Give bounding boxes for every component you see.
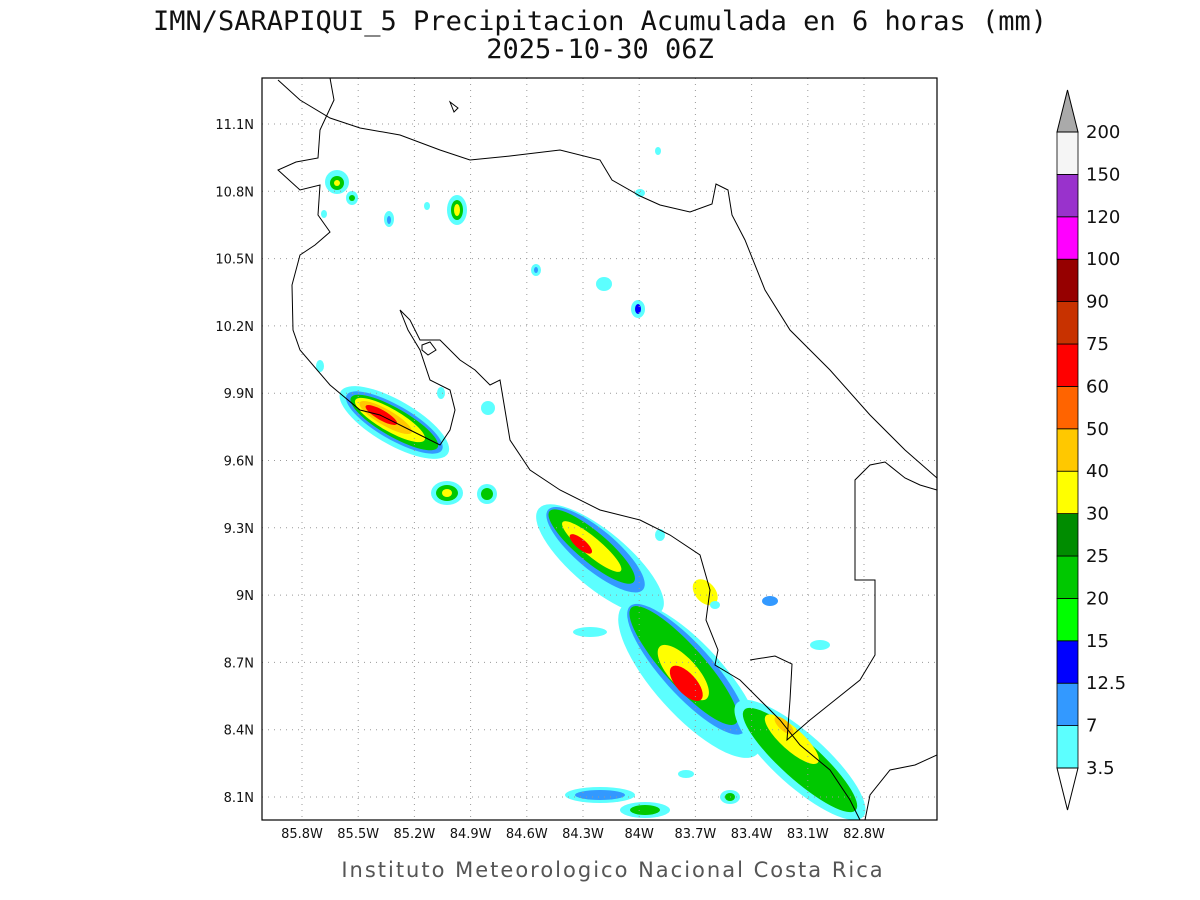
- precipitation-field: [316, 147, 866, 820]
- colorbar-segment: [1056, 682, 1079, 727]
- colorbar-label: 75: [1086, 334, 1109, 355]
- title: IMN/SARAPIQUI_5 Precipitacion Acumulada …: [153, 6, 1047, 37]
- colorbar-segment: [1056, 131, 1079, 175]
- footer: Instituto Meteorologico Nacional Costa R…: [341, 858, 884, 882]
- lon-tick-label: 84.6W: [506, 827, 548, 842]
- colorbar-under: [1056, 767, 1079, 811]
- coastlines: [277, 78, 937, 820]
- lon-tick-label: 85.8W: [281, 827, 323, 842]
- colorbar-segment: [1056, 173, 1079, 218]
- lon-tick-label: 83.4W: [731, 827, 773, 842]
- colorbar-segment: [1056, 385, 1079, 430]
- colorbar-label: 20: [1086, 588, 1109, 609]
- colorbar-label: 7: [1086, 716, 1097, 737]
- colorbar-label: 100: [1086, 249, 1120, 270]
- colorbar-label: 30: [1086, 504, 1109, 525]
- colorbar-label: 60: [1086, 376, 1109, 397]
- lon-tick-label: 83.1W: [787, 827, 829, 842]
- colorbar-label: 3.5: [1086, 758, 1115, 779]
- lat-tick-label: 9N: [236, 589, 254, 604]
- subtitle: 2025-10-30 06Z: [486, 34, 714, 65]
- colorbar-segment: [1056, 258, 1079, 303]
- lon-tick-label: 85.5W: [337, 827, 379, 842]
- lon-tick-label: 85.2W: [393, 827, 435, 842]
- colorbar-label: 25: [1086, 546, 1109, 567]
- lat-tick-label: 10.8N: [215, 185, 254, 200]
- lat-tick-label: 10.2N: [215, 320, 254, 335]
- lat-tick-label: 9.9N: [224, 387, 254, 402]
- lat-tick-label: 8.1N: [224, 791, 254, 806]
- colorbar-segment: [1056, 598, 1079, 642]
- lon-tick-label: 84W: [624, 827, 654, 842]
- lon-tick-label: 84.3W: [562, 827, 604, 842]
- colorbar-segment: [1056, 428, 1079, 472]
- colorbar-segment: [1056, 640, 1079, 684]
- colorbar-label: 120: [1086, 207, 1120, 228]
- colorbar-segment: [1056, 343, 1079, 387]
- lat-tick-label: 11.1N: [215, 118, 254, 133]
- lon-tick-label: 83.7W: [674, 827, 716, 842]
- colorbar-label: 15: [1086, 631, 1109, 652]
- colorbar-segment: [1056, 216, 1079, 260]
- colorbar-label: 90: [1086, 292, 1109, 313]
- colorbar-label: 40: [1086, 461, 1109, 482]
- colorbar-label: 50: [1086, 419, 1109, 440]
- colorbar-segment: [1056, 725, 1079, 769]
- graticule: [262, 78, 937, 820]
- colorbar-label: 150: [1086, 164, 1120, 185]
- map-frame: [261, 77, 938, 821]
- colorbar-segment: [1056, 470, 1079, 515]
- colorbar-label: 12.5: [1086, 673, 1126, 694]
- colorbar-over: [1056, 89, 1079, 133]
- lat-tick-label: 10.5N: [215, 253, 254, 268]
- lat-tick-label: 9.3N: [224, 522, 254, 537]
- lat-tick-label: 9.6N: [224, 455, 254, 470]
- colorbar-segment: [1056, 513, 1079, 557]
- colorbar-segment: [1056, 555, 1079, 599]
- lat-tick-label: 8.4N: [224, 724, 254, 739]
- colorbar-label: 200: [1086, 122, 1120, 143]
- lat-tick-label: 8.7N: [224, 656, 254, 671]
- lon-tick-label: 82.8W: [843, 827, 885, 842]
- lon-tick-label: 84.9W: [450, 827, 492, 842]
- colorbar-segment: [1056, 301, 1079, 345]
- colorbar: 3.5 7 12.5 15 20 25 30 40 50 60 75 90 100 120 150 200: [1056, 89, 1126, 811]
